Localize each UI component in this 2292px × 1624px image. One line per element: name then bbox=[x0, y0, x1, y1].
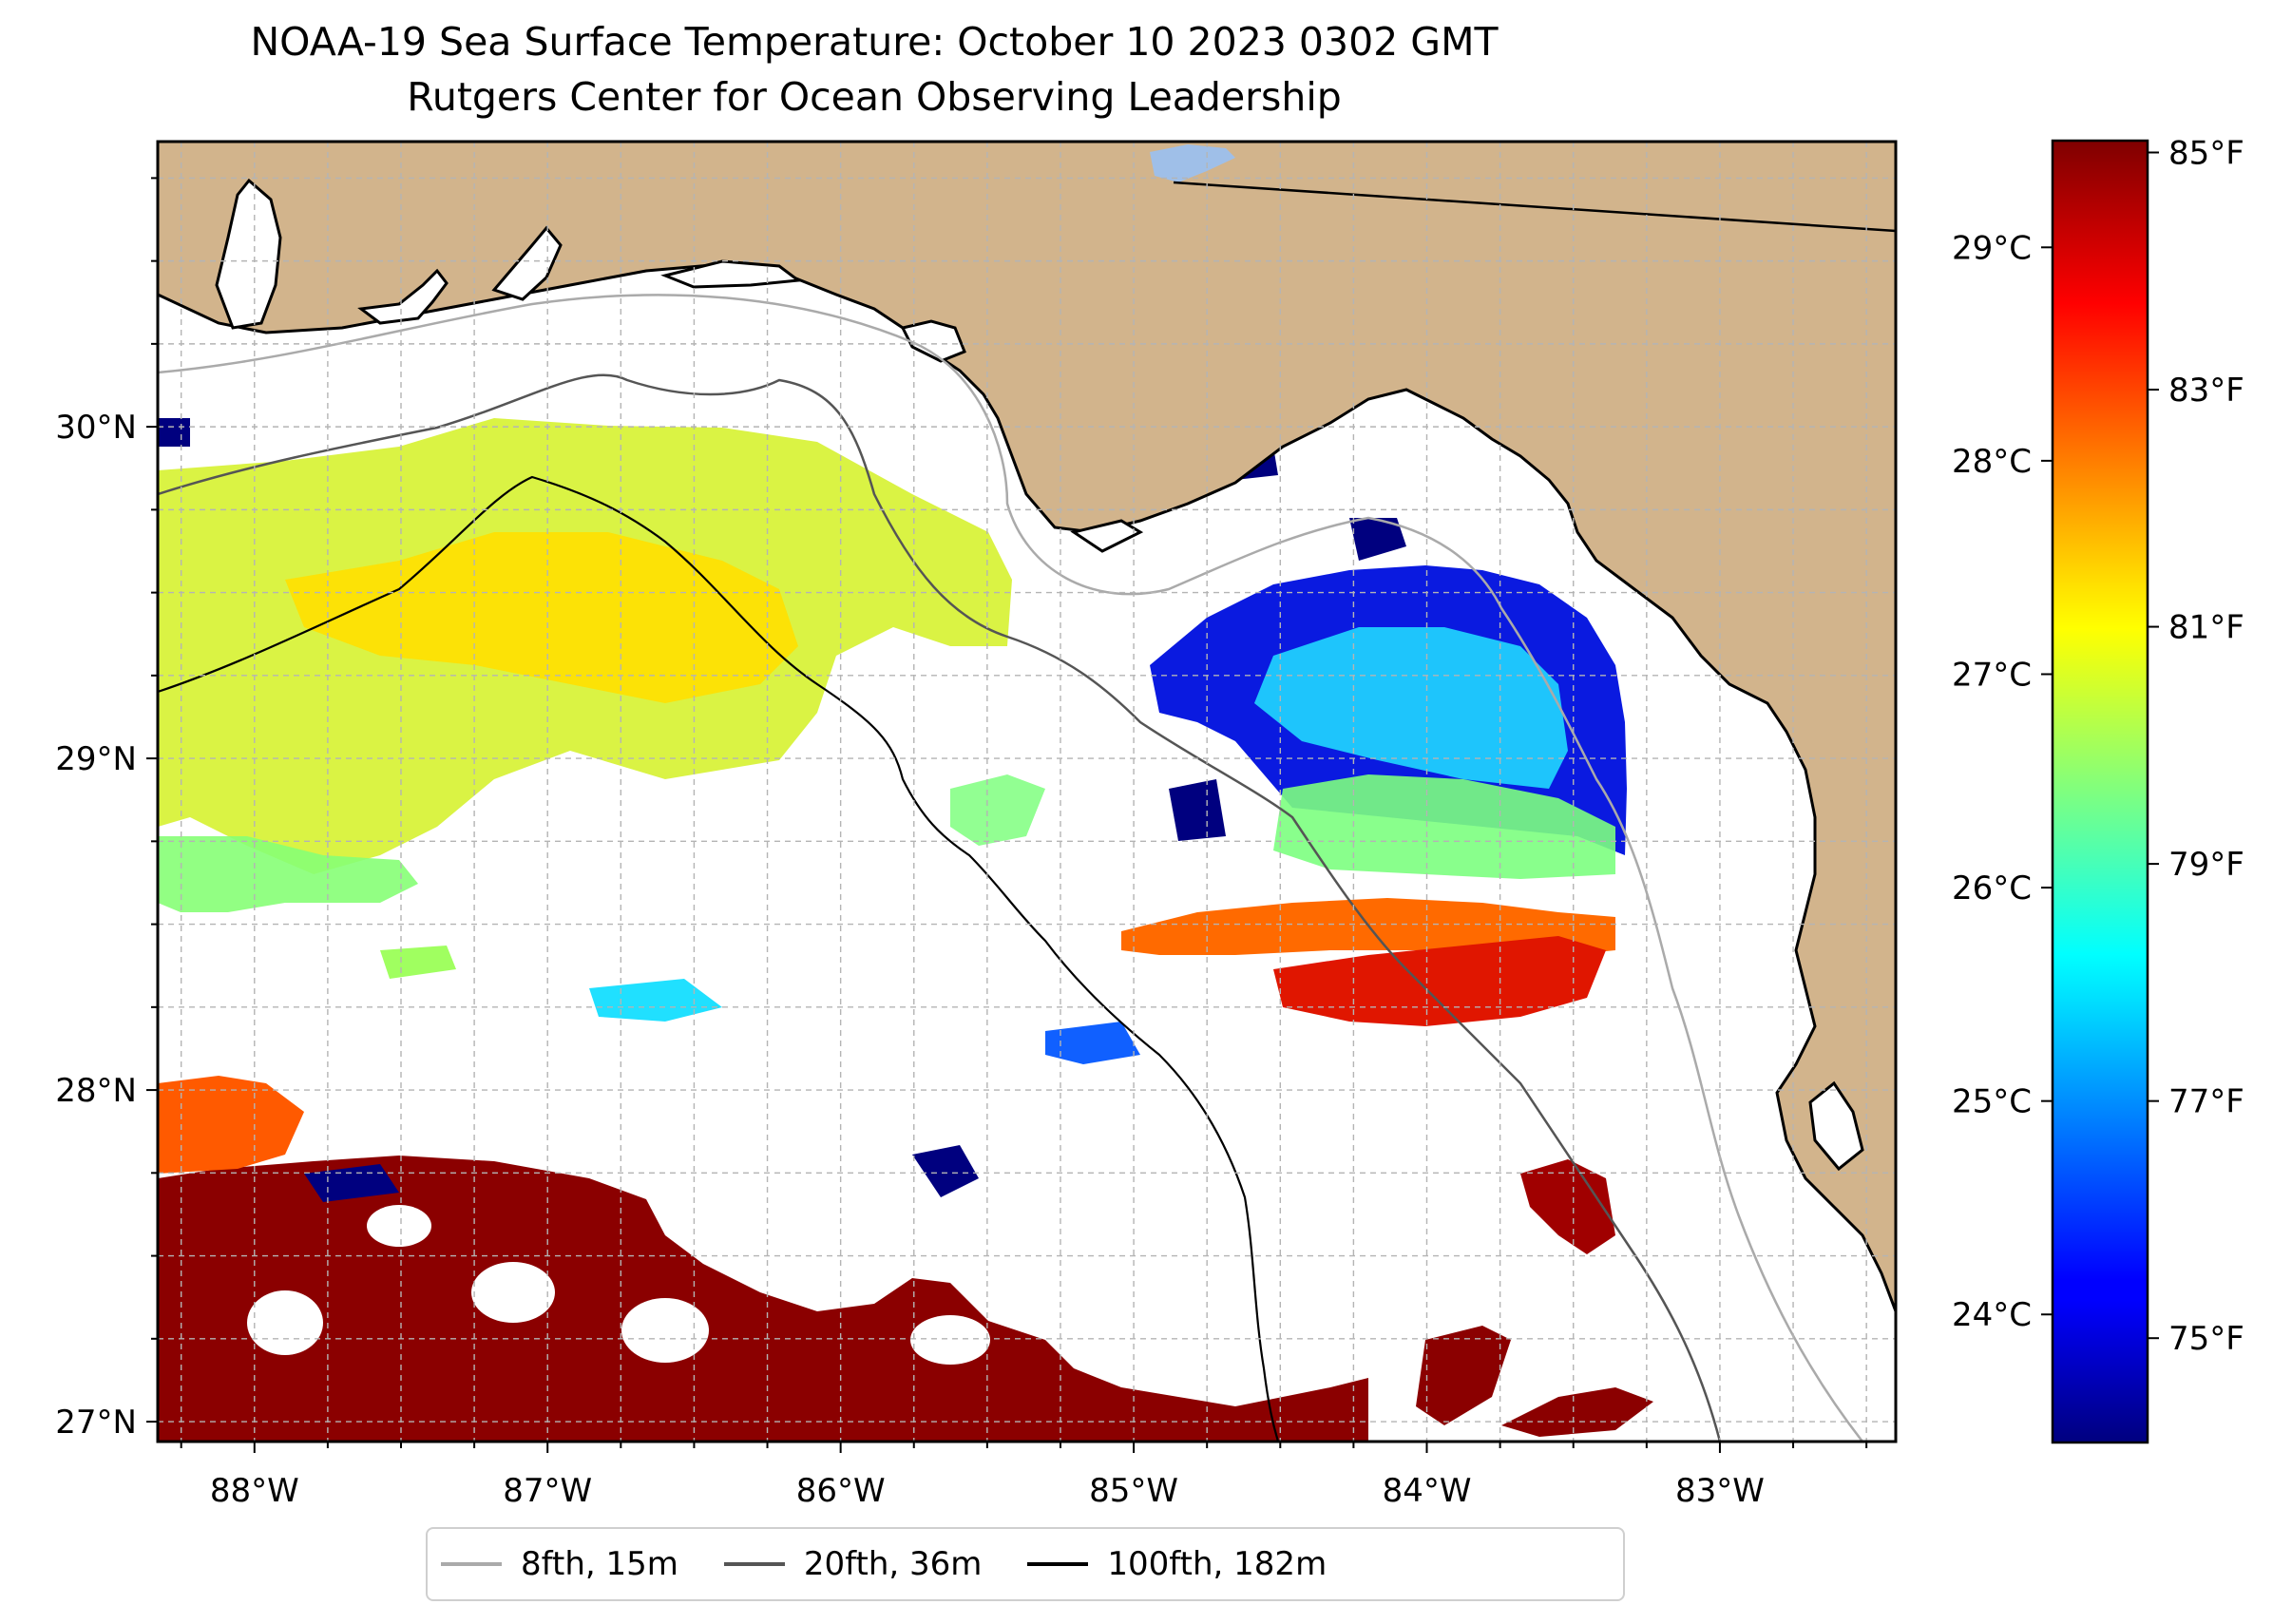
state-boundary bbox=[1173, 181, 1896, 233]
colorbar-f-tick-label: 77°F bbox=[2168, 1083, 2244, 1121]
colorbar-f-tick-label: 81°F bbox=[2168, 609, 2244, 647]
legend-item-100fth: 100fth, 182m bbox=[1027, 1545, 1327, 1583]
sst-speckle-green bbox=[380, 946, 456, 979]
sst-speckle-navy bbox=[912, 1145, 979, 1197]
colorbar-c-tick-label: 24°C bbox=[1952, 1296, 2032, 1334]
lon-tick-label: 84°W bbox=[1383, 1472, 1472, 1510]
colorbar-f-tick-label: 75°F bbox=[2168, 1320, 2244, 1358]
sst-patch-yellow-core bbox=[285, 532, 798, 703]
inland-lake bbox=[1150, 144, 1235, 182]
contour-20fth bbox=[158, 373, 1722, 1442]
sst-patch-green-west bbox=[158, 836, 418, 912]
sst-gap bbox=[247, 1290, 323, 1355]
sst-gap bbox=[471, 1262, 555, 1323]
map-title-line-2: Rutgers Center for Ocean Observing Leade… bbox=[407, 74, 1342, 120]
lon-tick-label: 88°W bbox=[210, 1472, 299, 1510]
bay-choctawhatchee bbox=[491, 225, 563, 301]
lon-tick-label: 83°W bbox=[1675, 1472, 1765, 1510]
sst-speckle-blue bbox=[1045, 1022, 1140, 1064]
bay-mobile bbox=[215, 178, 282, 330]
colorbar-f-tick-label: 79°F bbox=[2168, 846, 2244, 884]
colorbar-c-tick-label: 27°C bbox=[1952, 656, 2032, 694]
longitude-axis: 88°W 87°W 86°W 85°W 84°W 83°W bbox=[180, 1442, 1868, 1510]
legend-item-8fth: 8fth, 15m bbox=[441, 1545, 678, 1583]
colorbar-c-tick-label: 29°C bbox=[1952, 229, 2032, 267]
sst-speckle-navy bbox=[1169, 779, 1226, 841]
sst-gap bbox=[910, 1315, 990, 1365]
sst-patch-green-central bbox=[950, 774, 1045, 846]
sst-patch-cyan-east bbox=[1254, 627, 1568, 789]
map-title-line-1: NOAA-19 Sea Surface Temperature: October… bbox=[250, 19, 1499, 65]
sst-patch-red-east bbox=[1273, 936, 1606, 1026]
lon-tick-label: 86°W bbox=[796, 1472, 886, 1510]
legend-label-8fth: 8fth, 15m bbox=[521, 1545, 678, 1583]
legend-label-20fth: 20fth, 36m bbox=[803, 1545, 983, 1583]
sst-patch-warm-right bbox=[1501, 1387, 1653, 1437]
map-frame bbox=[156, 140, 1898, 1443]
colorbar-fahrenheit-axis: 75°F 77°F 79°F 81°F 83°F 85°F bbox=[2148, 134, 2244, 1358]
sst-speckle-navy bbox=[158, 418, 190, 447]
lon-tick-label: 85°W bbox=[1089, 1472, 1178, 1510]
legend-item-20fth: 20fth, 36m bbox=[723, 1545, 983, 1583]
sst-gap bbox=[621, 1298, 709, 1363]
sst-patch-green-east bbox=[1273, 774, 1615, 879]
sst-patch-orange-west bbox=[158, 1076, 304, 1174]
bay-apalachicola bbox=[1070, 519, 1144, 553]
colorbar-c-tick-label: 28°C bbox=[1952, 443, 2032, 481]
lat-tick-label: 29°N bbox=[55, 740, 137, 778]
legend-label-100fth: 100fth, 182m bbox=[1107, 1545, 1327, 1583]
bay-st-andrew bbox=[900, 319, 966, 363]
sst-patch-warm-south-east bbox=[1416, 1326, 1511, 1425]
contour-8fth bbox=[158, 294, 1863, 1442]
latitude-axis: 27°N 28°N 29°N 30°N bbox=[55, 177, 158, 1442]
contour-100fth bbox=[158, 475, 1280, 1442]
sst-patch-dkred-east bbox=[1520, 1159, 1615, 1254]
lat-tick-label: 30°N bbox=[55, 409, 137, 447]
lat-tick-label: 28°N bbox=[55, 1072, 137, 1110]
bay-pensacola bbox=[357, 268, 449, 325]
bay-tampa bbox=[1808, 1080, 1864, 1172]
colorbar-c-tick-label: 25°C bbox=[1952, 1083, 2032, 1121]
sst-gap bbox=[367, 1205, 431, 1247]
sst-speckle-navy bbox=[1349, 518, 1406, 561]
legend-swatch-8fth bbox=[441, 1562, 502, 1566]
legend-swatch-100fth bbox=[1027, 1562, 1089, 1566]
colorbar-f-tick-label: 85°F bbox=[2168, 134, 2244, 172]
colorbar-celsius-axis: 24°C 25°C 26°C 27°C 28°C 29°C bbox=[1952, 229, 2053, 1334]
gridlines bbox=[158, 142, 1896, 1442]
contour-legend: 8fth, 15m 20fth, 36m 100fth, 182m bbox=[426, 1527, 1625, 1601]
lat-tick-label: 27°N bbox=[55, 1404, 137, 1442]
colorbar-c-tick-label: 26°C bbox=[1952, 869, 2032, 908]
legend-swatch-20fth bbox=[723, 1562, 785, 1566]
colorbar-gradient bbox=[2051, 139, 2149, 1444]
sst-speckle-cyan bbox=[589, 979, 722, 1022]
sst-patch-warm-south bbox=[158, 1156, 1368, 1442]
lon-tick-label: 87°W bbox=[503, 1472, 592, 1510]
colorbar-f-tick-label: 83°F bbox=[2168, 372, 2244, 410]
sst-data-layer bbox=[158, 418, 1653, 1442]
